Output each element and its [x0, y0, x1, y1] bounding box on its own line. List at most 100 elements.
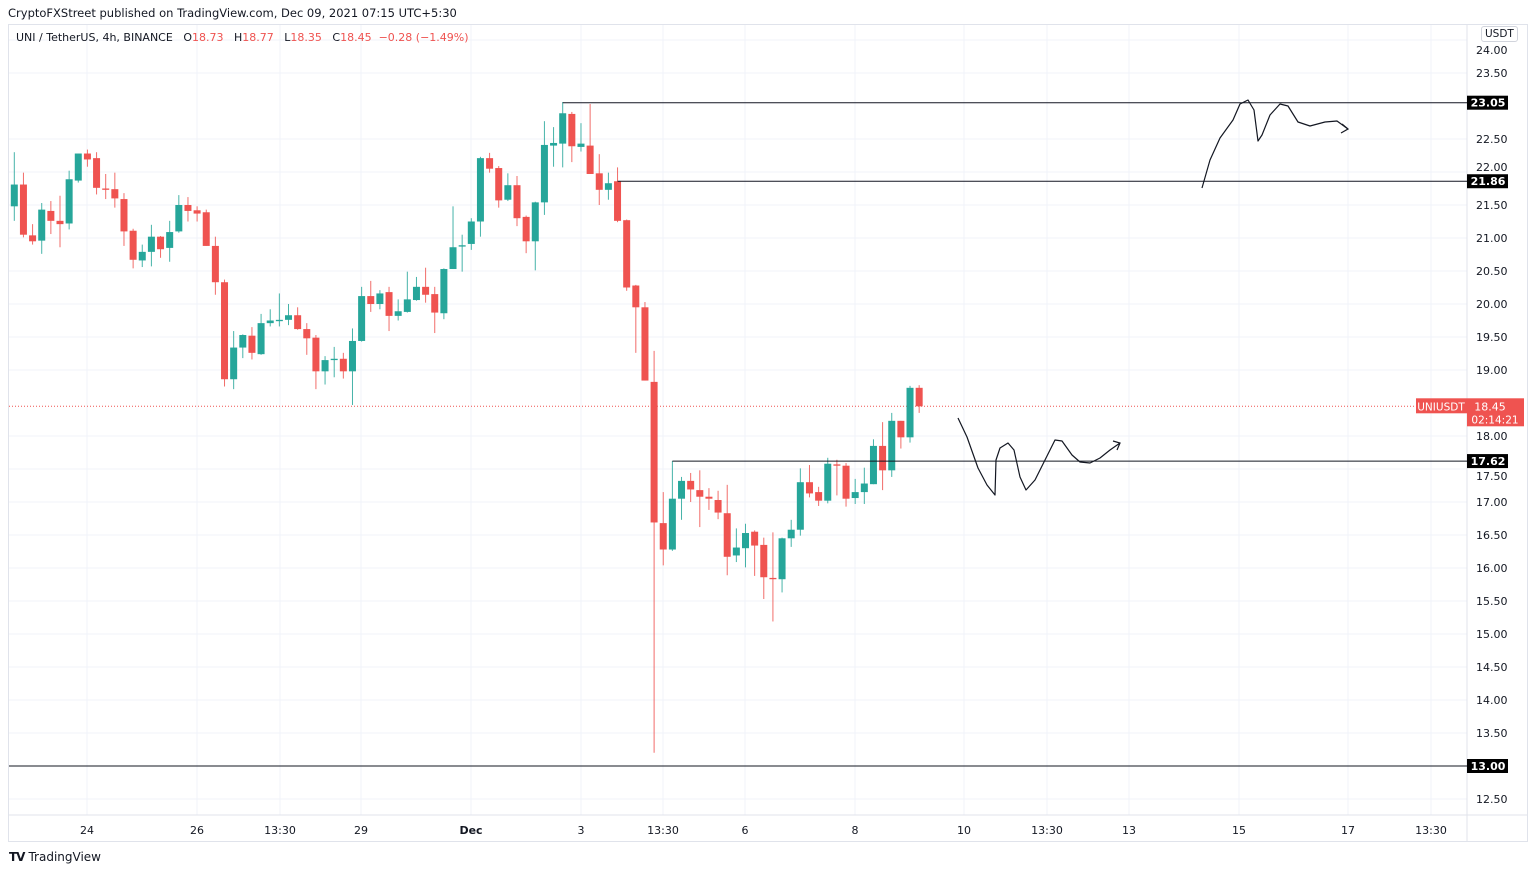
price-tick-label: 19.00 [1476, 364, 1508, 377]
last-price-label: 18.45 [1474, 400, 1506, 413]
candle-up [787, 529, 795, 539]
candle-down [614, 181, 622, 221]
candle-down [897, 420, 905, 438]
candle-up [348, 340, 356, 372]
symbol-label[interactable]: UNI / TetherUS, 4h, BINANCE [16, 31, 173, 44]
candle-up [358, 296, 366, 341]
candle-down [696, 490, 704, 497]
candle-down [632, 285, 640, 308]
candle-up [239, 335, 247, 348]
candle-down [339, 358, 347, 372]
candle-down [687, 480, 695, 490]
candle-down [659, 523, 667, 550]
candle-down [879, 445, 887, 471]
price-tick-label: 19.50 [1476, 331, 1508, 344]
candle-up [449, 247, 457, 270]
candle-up [504, 185, 512, 200]
last-price-badge [1467, 398, 1524, 427]
candle-up [888, 420, 896, 471]
price-tick-label: 17.50 [1476, 470, 1508, 483]
candle-down [751, 531, 759, 546]
candle-down [157, 236, 165, 250]
candle-down [129, 230, 137, 260]
candle-down [248, 335, 256, 353]
level-price-badge [1467, 174, 1508, 189]
footer-brand: TradingView [28, 850, 101, 864]
candle-down [641, 307, 649, 381]
candle-down [650, 381, 658, 523]
candle-up [10, 184, 18, 207]
projection-drawing-upper [1201, 99, 1349, 189]
candle-up [458, 245, 466, 247]
candle-down [842, 465, 850, 499]
time-tick-label: 17 [1341, 824, 1355, 837]
time-tick-label: 26 [190, 824, 204, 837]
candle-up [778, 538, 786, 580]
time-tick-label: Dec [459, 824, 482, 837]
candle-down [102, 188, 110, 190]
candle-up [285, 315, 292, 320]
candle-up [440, 269, 448, 314]
high-value: 18.77 [242, 31, 274, 44]
candle-down [294, 315, 302, 330]
ohlc-legend: UNI / TetherUS, 4h, BINANCE O18.73 H18.7… [16, 31, 469, 44]
candle-down [211, 245, 219, 283]
price-tick-label: 16.50 [1476, 529, 1508, 542]
level-price-label: 23.05 [1471, 97, 1506, 110]
time-tick-label: 10 [957, 824, 971, 837]
close-value: 18.45 [340, 31, 372, 44]
candle-down [367, 296, 375, 304]
open-value: 18.73 [191, 31, 224, 44]
level-price-label: 21.86 [1471, 175, 1506, 188]
low-label: L [284, 31, 291, 44]
candle-down [568, 113, 576, 147]
candle-down [486, 158, 494, 169]
candle-down [56, 220, 64, 225]
candle-down [312, 337, 320, 372]
candle-up [275, 319, 283, 322]
level-price-badge [1467, 759, 1508, 773]
price-tick-label: 21.00 [1476, 232, 1508, 245]
price-tick-label: 12.50 [1476, 793, 1508, 806]
candle-up [531, 202, 539, 242]
price-tick-label: 13.50 [1476, 727, 1508, 740]
time-tick-label: 13:30 [1031, 824, 1063, 837]
candle-up [230, 347, 238, 380]
time-tick-label: 24 [80, 824, 94, 837]
currency-badge[interactable]: USDT [1481, 26, 1518, 42]
candle-down [47, 210, 55, 221]
bar-countdown-label: 02:14:21 [1471, 414, 1518, 426]
candle-down [120, 199, 128, 232]
candle-down [495, 168, 503, 201]
price-tick-label: 23.50 [1476, 67, 1508, 80]
price-tick-label: 18.00 [1476, 430, 1508, 443]
candle-up [550, 142, 558, 146]
candle-down [833, 464, 841, 466]
high-label: H [233, 31, 243, 44]
candle-up [376, 293, 384, 304]
level-price-label: 17.62 [1471, 455, 1506, 468]
candle-down [202, 212, 210, 246]
price-tick-label: 17.00 [1476, 496, 1508, 509]
tradingview-logo-icon[interactable]: TV [9, 850, 26, 864]
candle-down [385, 292, 393, 316]
candle-down [303, 329, 311, 339]
time-tick-label: 15 [1232, 824, 1246, 837]
symbol-badge [1416, 398, 1467, 414]
candle-down [221, 282, 229, 380]
price-tick-label: 24.00 [1476, 44, 1508, 57]
candle-down [815, 492, 823, 501]
candle-up [330, 358, 338, 361]
arrowhead-icon [1112, 440, 1121, 451]
price-tick-label: 20.50 [1476, 265, 1508, 278]
close-label: C [332, 31, 341, 44]
candle-down [111, 189, 119, 199]
price-tick-label: 15.50 [1476, 595, 1508, 608]
price-tick-label: 22.50 [1476, 133, 1508, 146]
candle-down [760, 544, 768, 578]
level-price-badge [1467, 454, 1508, 469]
candle-up [678, 480, 686, 499]
candle-down [705, 496, 713, 499]
time-tick-label: 6 [742, 824, 749, 837]
